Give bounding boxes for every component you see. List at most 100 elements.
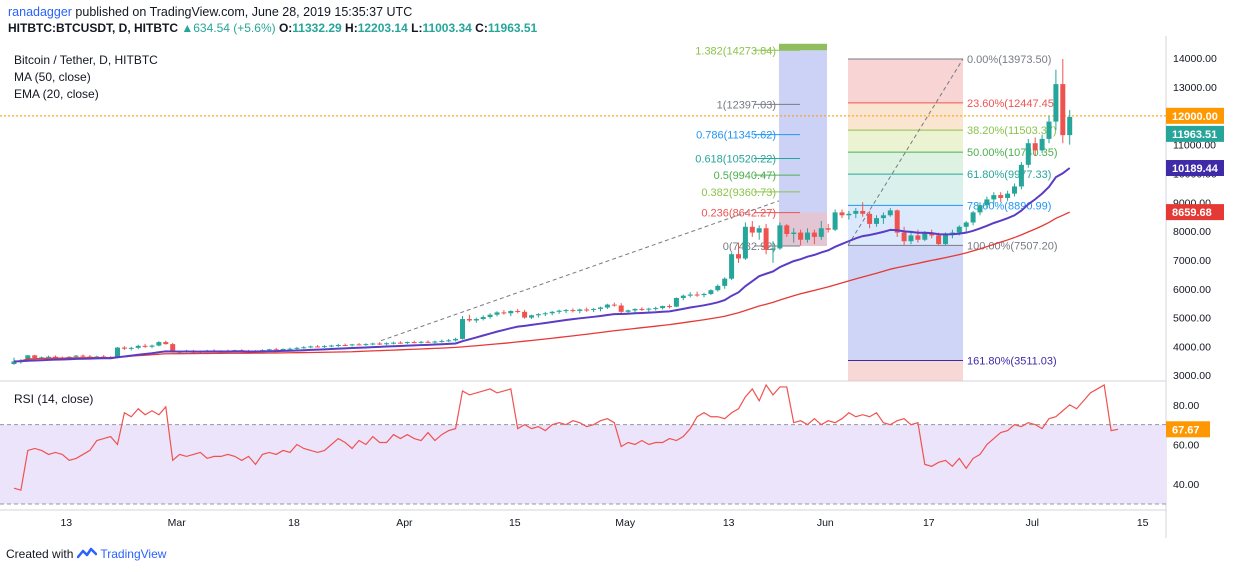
candle-body [508,310,514,314]
candle-body [494,312,500,315]
trend-line-left [380,200,780,342]
candle-body [598,307,603,309]
time-tick-label: Apr [396,517,413,529]
candle-body [742,226,748,259]
author-link[interactable]: ranadagger [8,5,72,19]
created-with-text: Created with [6,547,74,561]
candle-body [370,343,376,345]
candle-body [308,346,314,348]
fib-right-level-label: 100.00%(7507.20) [967,240,1058,252]
candle-body [632,308,638,311]
candle-body [756,228,762,233]
candle-body [563,310,569,312]
candle-body [970,212,976,223]
candle-body [294,347,300,349]
rsi-tick-label: 80.00 [1173,400,1199,412]
candle-body [625,310,631,312]
candle-body [1012,186,1017,194]
price-tick-label: 8000.00 [1173,226,1211,238]
open-value: 11332.29 [292,21,342,35]
candle-body [384,343,390,345]
open-label: O: [278,21,293,35]
fib-right-zone [848,58,963,103]
fib-right-zone [848,152,963,175]
candle-body [480,317,486,320]
candle-body [673,297,679,307]
candle-body [1018,164,1024,187]
candles-group [11,59,1073,365]
candle-body [515,310,521,312]
candle-body [577,309,583,311]
rsi-band [0,424,1166,505]
candle-body [529,315,534,318]
candle-body [894,210,900,233]
fib-right-lower-zone [848,360,963,381]
candle-body [846,213,852,216]
fib-right-zone [848,174,963,206]
candle-body [135,345,141,348]
low-label: L: [411,21,423,35]
candle-body [570,310,576,312]
candle-body [901,232,907,242]
fib-left-level-label: 0.382(9360.73) [701,187,776,199]
candle-body [391,342,396,344]
fib-left-level-label: 0.5(9940.47) [714,170,776,182]
candle-body [273,349,279,351]
symbol-label: HITBTC:BTCUSDT, D, HITBTC [8,21,178,35]
rsi-value-text: 67.67 [1172,424,1200,436]
candle-body [439,340,445,342]
candle-body [301,347,307,349]
candle-body [660,306,666,309]
candle-body [432,341,438,343]
candle-body [839,212,845,216]
candle-body [1005,193,1011,198]
candle-body [335,344,341,346]
fib-left-level-label: 0.618(10520.22) [695,153,776,165]
candle-body [466,319,472,321]
price-tick-label: 4000.00 [1173,341,1211,353]
candle-body [501,312,507,314]
time-tick-label: 15 [1137,517,1149,529]
candle-body [349,344,355,346]
time-tick-label: 15 [509,517,521,529]
candle-body [142,345,148,347]
price-pane [8,38,1166,381]
candle-body [1053,84,1059,122]
tradingview-brand[interactable]: TradingView [100,547,167,561]
candle-body [66,356,72,358]
candle-body [784,225,790,234]
candle-body [128,347,134,349]
candle-body [604,304,610,308]
low-value: 11003.34 [422,21,472,35]
candle-body [404,342,410,344]
candle-body [832,212,838,230]
candle-body [687,294,693,296]
time-tick-label: Mar [168,517,187,529]
candle-body [328,345,334,347]
candle-body [805,232,810,240]
candle-body [694,294,700,296]
fib-right-extension-zone [848,245,963,361]
candle-body [729,254,735,279]
candle-body [646,308,652,310]
fib-right-level-label: 161.80%(3511.03) [967,356,1057,368]
candle-body [736,254,741,259]
candle-body [777,225,783,249]
candle-body [591,308,597,310]
rsi-value-box [1166,421,1210,438]
candle-body [1060,84,1066,136]
candle-body [356,344,362,346]
candle-body [377,343,383,345]
price-tick-label: 14000.00 [1173,53,1217,65]
series-title: Bitcoin / Tether, D, HITBTC [14,53,158,67]
close-value: 11963.51 [487,21,538,35]
footer: Created with TradingView [6,546,166,563]
time-tick-label: 13 [723,517,735,529]
candle-body [52,356,58,358]
candle-body [874,218,879,224]
candle-body [1046,121,1052,139]
candle-body [715,285,721,291]
fib-right-level-label: 61.80%(9977.33) [967,169,1051,181]
candle-body [266,349,272,351]
